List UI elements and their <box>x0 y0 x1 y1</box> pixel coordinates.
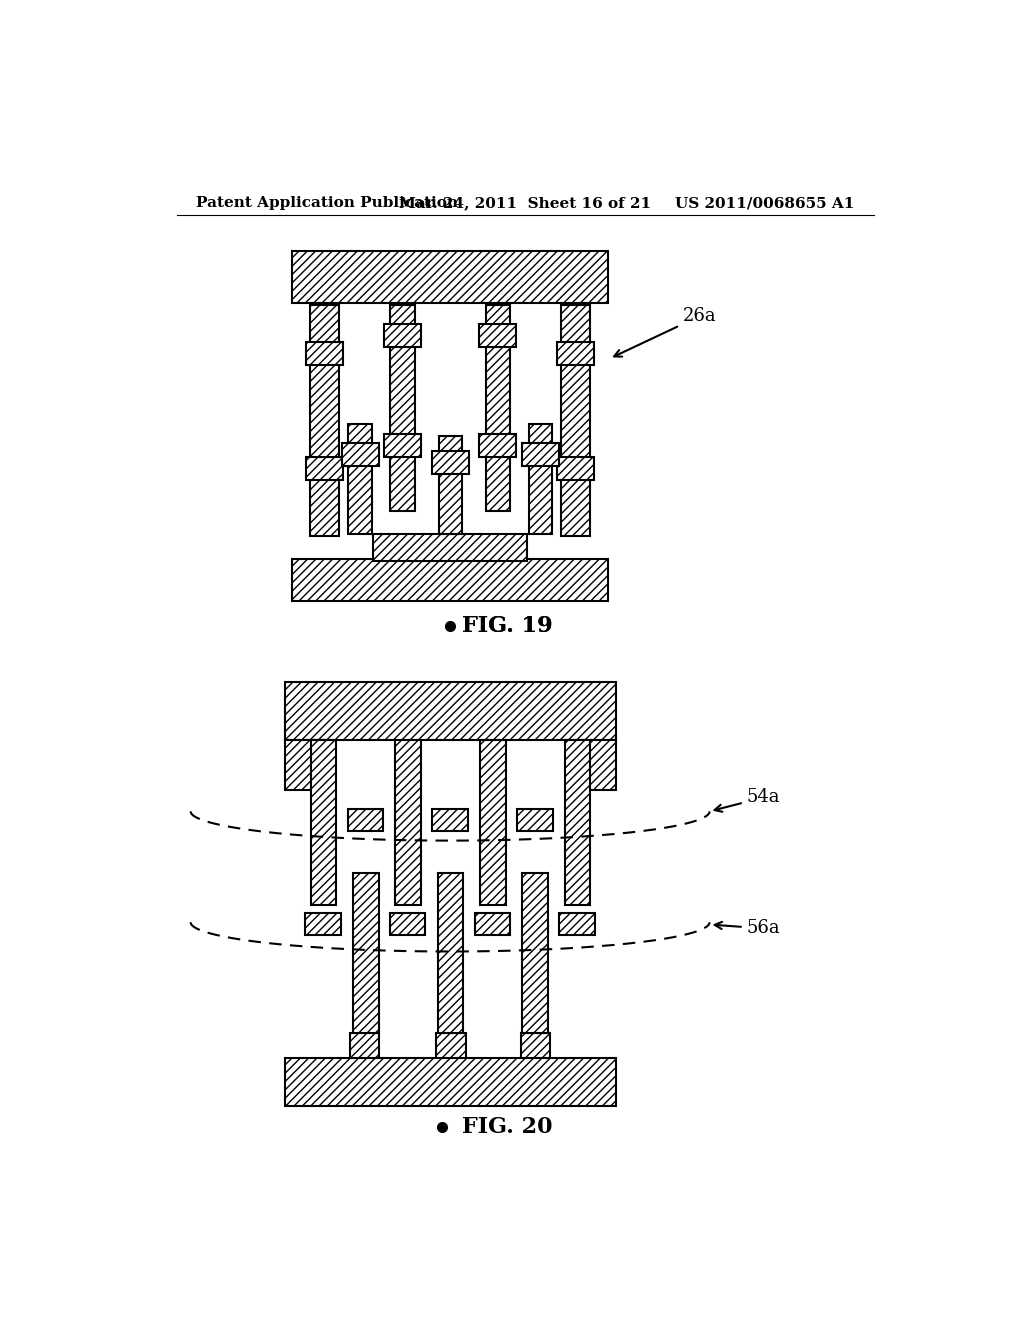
Bar <box>522 873 548 1034</box>
Bar <box>573 739 615 789</box>
Bar <box>310 305 339 536</box>
Bar <box>480 739 506 906</box>
Bar <box>384 323 421 347</box>
Bar <box>432 809 468 830</box>
Bar <box>395 739 421 906</box>
Bar <box>306 342 343 364</box>
Bar <box>348 424 372 535</box>
Text: 54a: 54a <box>715 788 780 812</box>
Text: 56a: 56a <box>715 920 780 937</box>
Bar <box>485 305 510 511</box>
Bar <box>557 342 594 364</box>
Bar <box>479 434 516 457</box>
Bar <box>521 444 559 466</box>
Bar <box>353 873 379 1034</box>
Text: Mar. 24, 2011  Sheet 16 of 21: Mar. 24, 2011 Sheet 16 of 21 <box>398 197 651 210</box>
Bar <box>517 809 553 830</box>
Bar <box>306 457 343 480</box>
Bar <box>557 457 594 480</box>
Bar <box>384 434 421 457</box>
Bar <box>432 451 469 474</box>
Bar <box>285 739 327 789</box>
Bar <box>438 873 463 1034</box>
Bar <box>438 436 462 535</box>
Bar <box>292 558 608 601</box>
Bar <box>292 251 608 304</box>
Bar <box>528 424 552 535</box>
Bar <box>285 682 615 739</box>
Bar <box>390 913 425 935</box>
Bar <box>285 1057 615 1106</box>
Text: Patent Application Publication: Patent Application Publication <box>196 197 458 210</box>
Bar <box>565 739 590 906</box>
Bar <box>305 913 341 935</box>
Bar <box>475 913 510 935</box>
Text: FIG. 19: FIG. 19 <box>462 615 552 636</box>
Bar <box>479 323 516 347</box>
Bar <box>348 809 383 830</box>
Text: US 2011/0068655 A1: US 2011/0068655 A1 <box>675 197 854 210</box>
Bar <box>373 535 527 561</box>
Bar <box>342 444 379 466</box>
Bar <box>561 305 590 536</box>
Text: FIG. 19: FIG. 19 <box>462 615 552 636</box>
Bar <box>436 1034 466 1057</box>
Bar <box>350 1034 379 1057</box>
Bar <box>559 913 595 935</box>
Bar <box>390 305 415 511</box>
Bar <box>310 739 336 906</box>
Text: FIG. 20: FIG. 20 <box>462 1117 552 1138</box>
Text: 26a: 26a <box>614 308 716 356</box>
Bar <box>521 1034 550 1057</box>
